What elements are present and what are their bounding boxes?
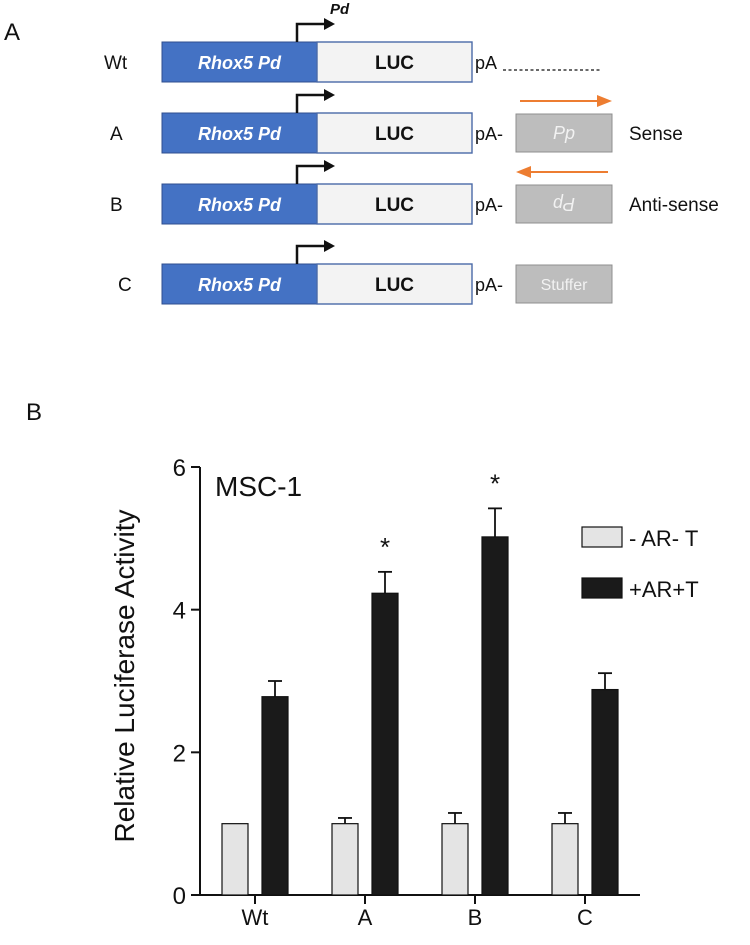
bar-control (331, 823, 359, 896)
bar-control (551, 823, 579, 896)
tss-arrowhead-icon (324, 240, 335, 252)
legend-swatch (581, 577, 623, 599)
orientation-label: Sense (629, 124, 683, 145)
insert-box (515, 264, 613, 304)
significance-marker: * (380, 532, 390, 562)
insert-label: Stuffer (541, 277, 589, 294)
y-tick-label: 4 (173, 598, 186, 625)
bar-treated (591, 688, 619, 896)
legend: - AR- T +AR+T (581, 526, 699, 602)
x-tick-label: Wt (242, 905, 269, 930)
reporter-label: LUC (375, 195, 414, 216)
insert-box (515, 113, 613, 153)
tss-arrow-icon (295, 22, 325, 42)
insert-label: Pp (553, 194, 575, 214)
promoter-box (161, 41, 318, 83)
insert-box (515, 184, 613, 224)
reporter-box (316, 41, 473, 83)
bar-treated (261, 696, 289, 896)
y-tick-label: 6 (173, 455, 186, 482)
tss-arrow-icon (295, 244, 325, 264)
construct-diagram: Pd Wt Rhox5 Pd LUC pA A Rhox5 Pd LUC pA- Pp Sense B… (104, 1, 719, 305)
promoter-label: Rhox5 Pd (198, 195, 282, 215)
polya-label: pA (475, 53, 497, 73)
tss-arrowhead-icon (324, 89, 335, 101)
polya-label: pA- (475, 124, 503, 144)
reporter-label: LUC (375, 124, 414, 145)
orientation-label: Anti-sense (629, 195, 719, 216)
tss-label-pd: Pd (330, 1, 350, 18)
legend-label: - AR- T (629, 526, 698, 551)
reporter-label: LUC (375, 275, 414, 296)
construct-name: A (110, 124, 123, 145)
significance-marker: * (490, 468, 500, 498)
construct-name: B (110, 195, 123, 216)
x-tick-label: A (358, 905, 373, 930)
construct-name: C (118, 275, 132, 296)
reporter-label: LUC (375, 53, 414, 74)
construct-name: Wt (104, 53, 128, 74)
legend-swatch (581, 526, 623, 548)
tss-arrow-icon (295, 93, 325, 113)
tss-arrow-icon (295, 164, 325, 184)
bar-control (441, 823, 469, 896)
y-axis-label: Relative Luciferase Activity (109, 509, 140, 842)
bar-chart: MSC-1 Relative Luciferase Activity 0 2 4 6 W… (109, 455, 699, 930)
promoter-box (161, 112, 318, 154)
polya-label: pA- (475, 195, 503, 215)
reporter-box (316, 263, 473, 305)
chart-title: MSC-1 (215, 471, 302, 502)
promoter-label: Rhox5 Pd (198, 53, 282, 73)
promoter-label: Rhox5 Pd (198, 124, 282, 144)
reporter-box (316, 112, 473, 154)
tss-arrowhead-icon (324, 160, 335, 172)
bar-control (221, 823, 249, 896)
reporter-box (316, 183, 473, 225)
polya-label: pA- (475, 275, 503, 295)
tss-arrowhead-icon (324, 18, 335, 30)
promoter-box (161, 263, 318, 305)
x-tick-label: B (468, 905, 483, 930)
promoter-box (161, 183, 318, 225)
insert-label: Pp (553, 123, 575, 143)
chart-marks: 0 2 4 6 Wt A * B * C (173, 455, 640, 930)
y-tick-label: 2 (173, 740, 186, 767)
y-tick-label: 0 (173, 883, 186, 910)
panel-a-label: A (4, 19, 20, 46)
panel-b-label: B (26, 399, 42, 426)
bar-treated (371, 592, 399, 896)
orientation-arrowhead-icon (516, 166, 531, 178)
orientation-arrowhead-icon (597, 95, 612, 107)
x-tick-label: C (577, 905, 593, 930)
promoter-label: Rhox5 Pd (198, 275, 282, 295)
bar-treated (481, 536, 509, 896)
legend-label: +AR+T (629, 577, 699, 602)
